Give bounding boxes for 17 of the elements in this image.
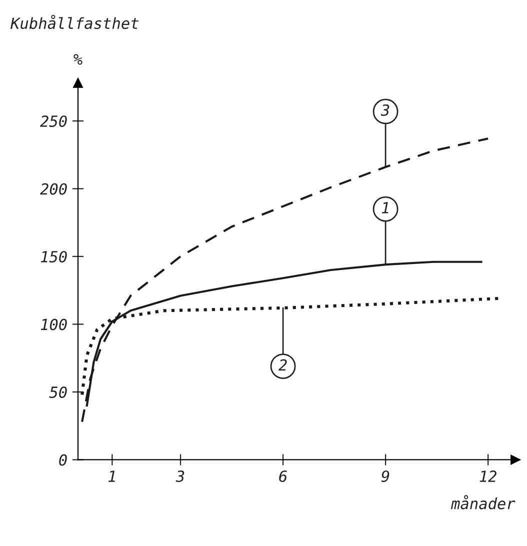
x-tick-label: 9: [381, 470, 390, 482]
y-tick-label: 200: [40, 183, 67, 195]
text: 3: [380, 104, 390, 116]
y-axis-title: %: [74, 54, 82, 65]
x-tick-label: 12: [480, 470, 496, 482]
x-tick-label: 1: [108, 470, 115, 482]
y-tick-label: 150: [40, 250, 67, 263]
x-tick-label: 6: [279, 470, 287, 482]
chart-title: Kubhållfasthet: [10, 14, 138, 30]
y-tick-label: 50: [49, 386, 67, 398]
y-tick-label: 100: [40, 318, 67, 330]
x-axis-title: månader: [450, 495, 516, 510]
y-tick-label: 0: [59, 454, 67, 466]
text: 2: [278, 359, 287, 371]
y-tick-label: 250: [40, 115, 67, 127]
x-tick-label: 3: [176, 470, 184, 482]
text: 1: [382, 202, 388, 214]
